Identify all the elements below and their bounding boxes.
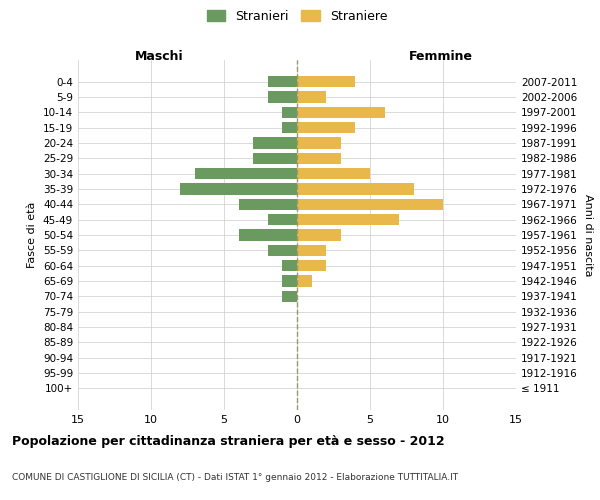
Bar <box>297 137 341 148</box>
Bar <box>253 152 297 164</box>
Bar <box>297 76 355 88</box>
Bar <box>239 229 297 241</box>
Bar <box>283 276 297 287</box>
Y-axis label: Fasce di età: Fasce di età <box>28 202 37 268</box>
Bar <box>180 183 297 194</box>
Bar <box>297 152 341 164</box>
Text: COMUNE DI CASTIGLIONE DI SICILIA (CT) - Dati ISTAT 1° gennaio 2012 - Elaborazion: COMUNE DI CASTIGLIONE DI SICILIA (CT) - … <box>12 472 458 482</box>
Text: Popolazione per cittadinanza straniera per età e sesso - 2012: Popolazione per cittadinanza straniera p… <box>12 435 445 448</box>
Bar <box>283 260 297 272</box>
Bar <box>297 198 443 210</box>
Legend: Stranieri, Straniere: Stranieri, Straniere <box>200 4 394 29</box>
Bar <box>283 290 297 302</box>
Bar <box>297 183 414 194</box>
Bar <box>297 260 326 272</box>
Bar <box>297 106 385 118</box>
Bar <box>268 214 297 226</box>
Bar <box>297 91 326 102</box>
Bar <box>253 137 297 148</box>
Bar <box>283 106 297 118</box>
Bar <box>195 168 297 179</box>
Bar <box>297 276 311 287</box>
Y-axis label: Anni di nascita: Anni di nascita <box>583 194 593 276</box>
Bar <box>268 244 297 256</box>
Bar <box>297 244 326 256</box>
Bar <box>268 76 297 88</box>
Bar <box>239 198 297 210</box>
Bar <box>297 214 399 226</box>
Bar <box>297 168 370 179</box>
Bar <box>297 122 355 134</box>
Text: Femmine: Femmine <box>409 50 473 62</box>
Bar <box>268 91 297 102</box>
Bar <box>283 122 297 134</box>
Bar <box>297 229 341 241</box>
Text: Maschi: Maschi <box>134 50 184 62</box>
